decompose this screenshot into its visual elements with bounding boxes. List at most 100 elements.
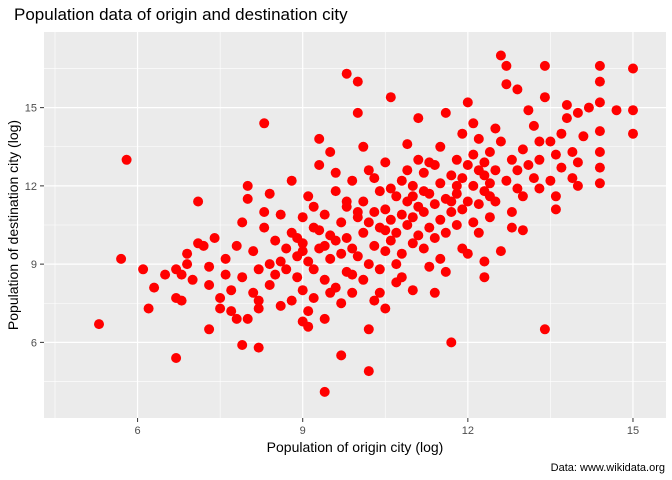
data-point [314, 225, 325, 236]
data-point [391, 191, 402, 202]
data-point [314, 133, 325, 144]
data-point [330, 167, 341, 178]
data-point [628, 128, 638, 139]
data-point [220, 253, 231, 264]
data-point [171, 353, 182, 363]
data-point [363, 259, 374, 270]
data-point [534, 183, 545, 194]
data-point [380, 303, 391, 314]
data-point [407, 180, 418, 191]
data-point [556, 162, 567, 173]
data-point [358, 274, 369, 285]
data-point [193, 196, 204, 207]
data-point [336, 298, 347, 309]
data-point [451, 154, 462, 165]
data-point [215, 293, 226, 303]
data-point [413, 113, 424, 124]
data-point [435, 214, 446, 225]
grid-lines [44, 32, 666, 418]
data-point [308, 201, 319, 212]
data-point [369, 295, 380, 306]
data-point [248, 246, 259, 257]
data-point [242, 313, 253, 324]
data-point [468, 149, 479, 160]
data-point [628, 63, 638, 74]
data-point [435, 178, 446, 189]
data-point [182, 248, 193, 259]
data-point [226, 306, 237, 317]
x-tick-label: 12 [462, 425, 474, 437]
data-point [259, 222, 270, 233]
x-tick-label: 9 [300, 425, 306, 437]
data-point [457, 243, 468, 254]
data-point [336, 350, 347, 361]
data-point [270, 235, 281, 246]
data-point [451, 180, 462, 191]
data-point [347, 243, 358, 254]
data-point [380, 246, 391, 257]
data-point [231, 240, 242, 251]
data-point [528, 120, 539, 131]
data-point [253, 342, 264, 353]
data-point [176, 269, 187, 280]
data-point [446, 207, 457, 217]
data-point [374, 186, 385, 197]
data-point [567, 147, 578, 157]
data-point [484, 178, 495, 189]
data-point [594, 162, 605, 173]
data-point [506, 222, 517, 233]
y-axis-ticks: 6 9 12 15 [25, 103, 44, 349]
data-point [380, 204, 391, 215]
data-point [490, 165, 501, 176]
data-point [138, 264, 149, 275]
data-point [303, 256, 314, 267]
data-point [468, 180, 479, 191]
data-point [325, 253, 336, 264]
data-point [385, 214, 396, 225]
data-point [451, 220, 462, 230]
data-point [407, 212, 418, 223]
data-point [319, 313, 330, 324]
data-point [539, 92, 550, 103]
data-point [204, 324, 215, 335]
data-point [512, 84, 523, 95]
data-point [237, 217, 248, 228]
data-point [556, 128, 567, 139]
data-point [281, 243, 292, 254]
data-point [413, 154, 424, 165]
data-point [242, 180, 253, 191]
data-point [303, 191, 314, 202]
data-point [358, 196, 369, 207]
data-point [226, 285, 237, 296]
data-point [440, 107, 451, 118]
data-point [198, 240, 209, 251]
data-point [297, 246, 308, 257]
data-point [220, 269, 231, 280]
data-point [253, 295, 264, 306]
data-point [550, 149, 561, 160]
data-point [429, 287, 440, 298]
data-point [275, 209, 286, 220]
data-point [204, 261, 215, 272]
data-point [303, 306, 314, 317]
data-point [473, 199, 484, 210]
data-point [440, 266, 451, 277]
data-point [363, 366, 374, 377]
data-point [396, 175, 407, 186]
data-point [611, 105, 622, 116]
data-point [264, 259, 275, 270]
data-point [391, 259, 402, 270]
data-point [396, 272, 407, 283]
data-point [418, 207, 429, 217]
data-point [545, 175, 556, 186]
data-point [330, 186, 341, 197]
data-point [116, 253, 127, 264]
data-point [495, 50, 506, 61]
data-point [594, 126, 605, 137]
data-point [583, 102, 594, 113]
data-points [94, 50, 638, 397]
data-point [539, 60, 550, 71]
data-point [440, 227, 451, 238]
data-point [352, 251, 363, 262]
data-point [319, 274, 330, 285]
